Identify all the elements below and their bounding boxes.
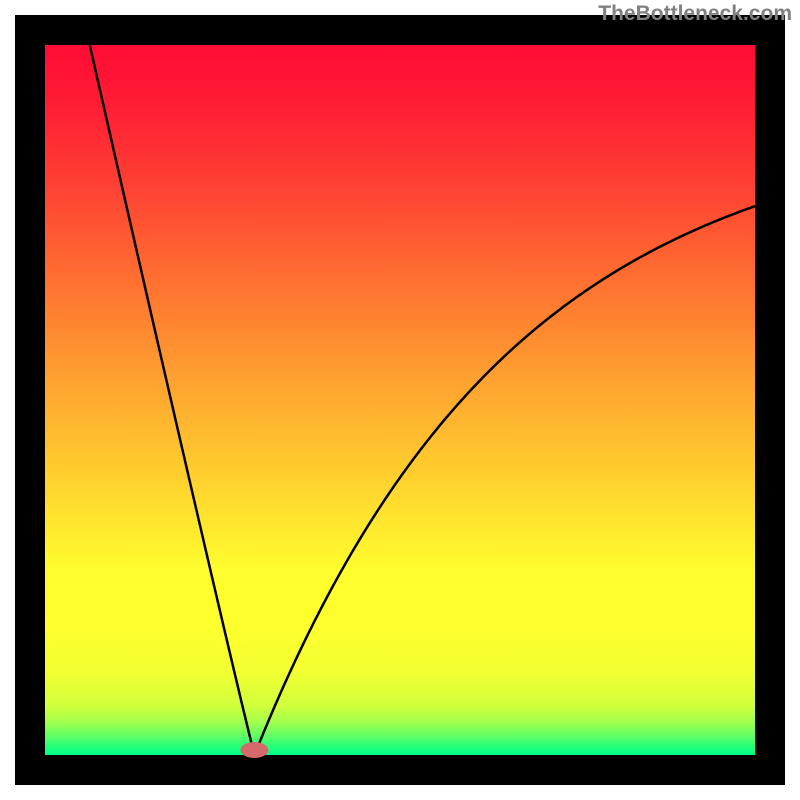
watermark-label: TheBottleneck.com <box>598 2 792 26</box>
bottleneck-chart <box>0 0 800 800</box>
chart-container: TheBottleneck.com <box>0 0 800 800</box>
optimum-marker <box>240 742 268 758</box>
chart-background <box>45 45 755 755</box>
